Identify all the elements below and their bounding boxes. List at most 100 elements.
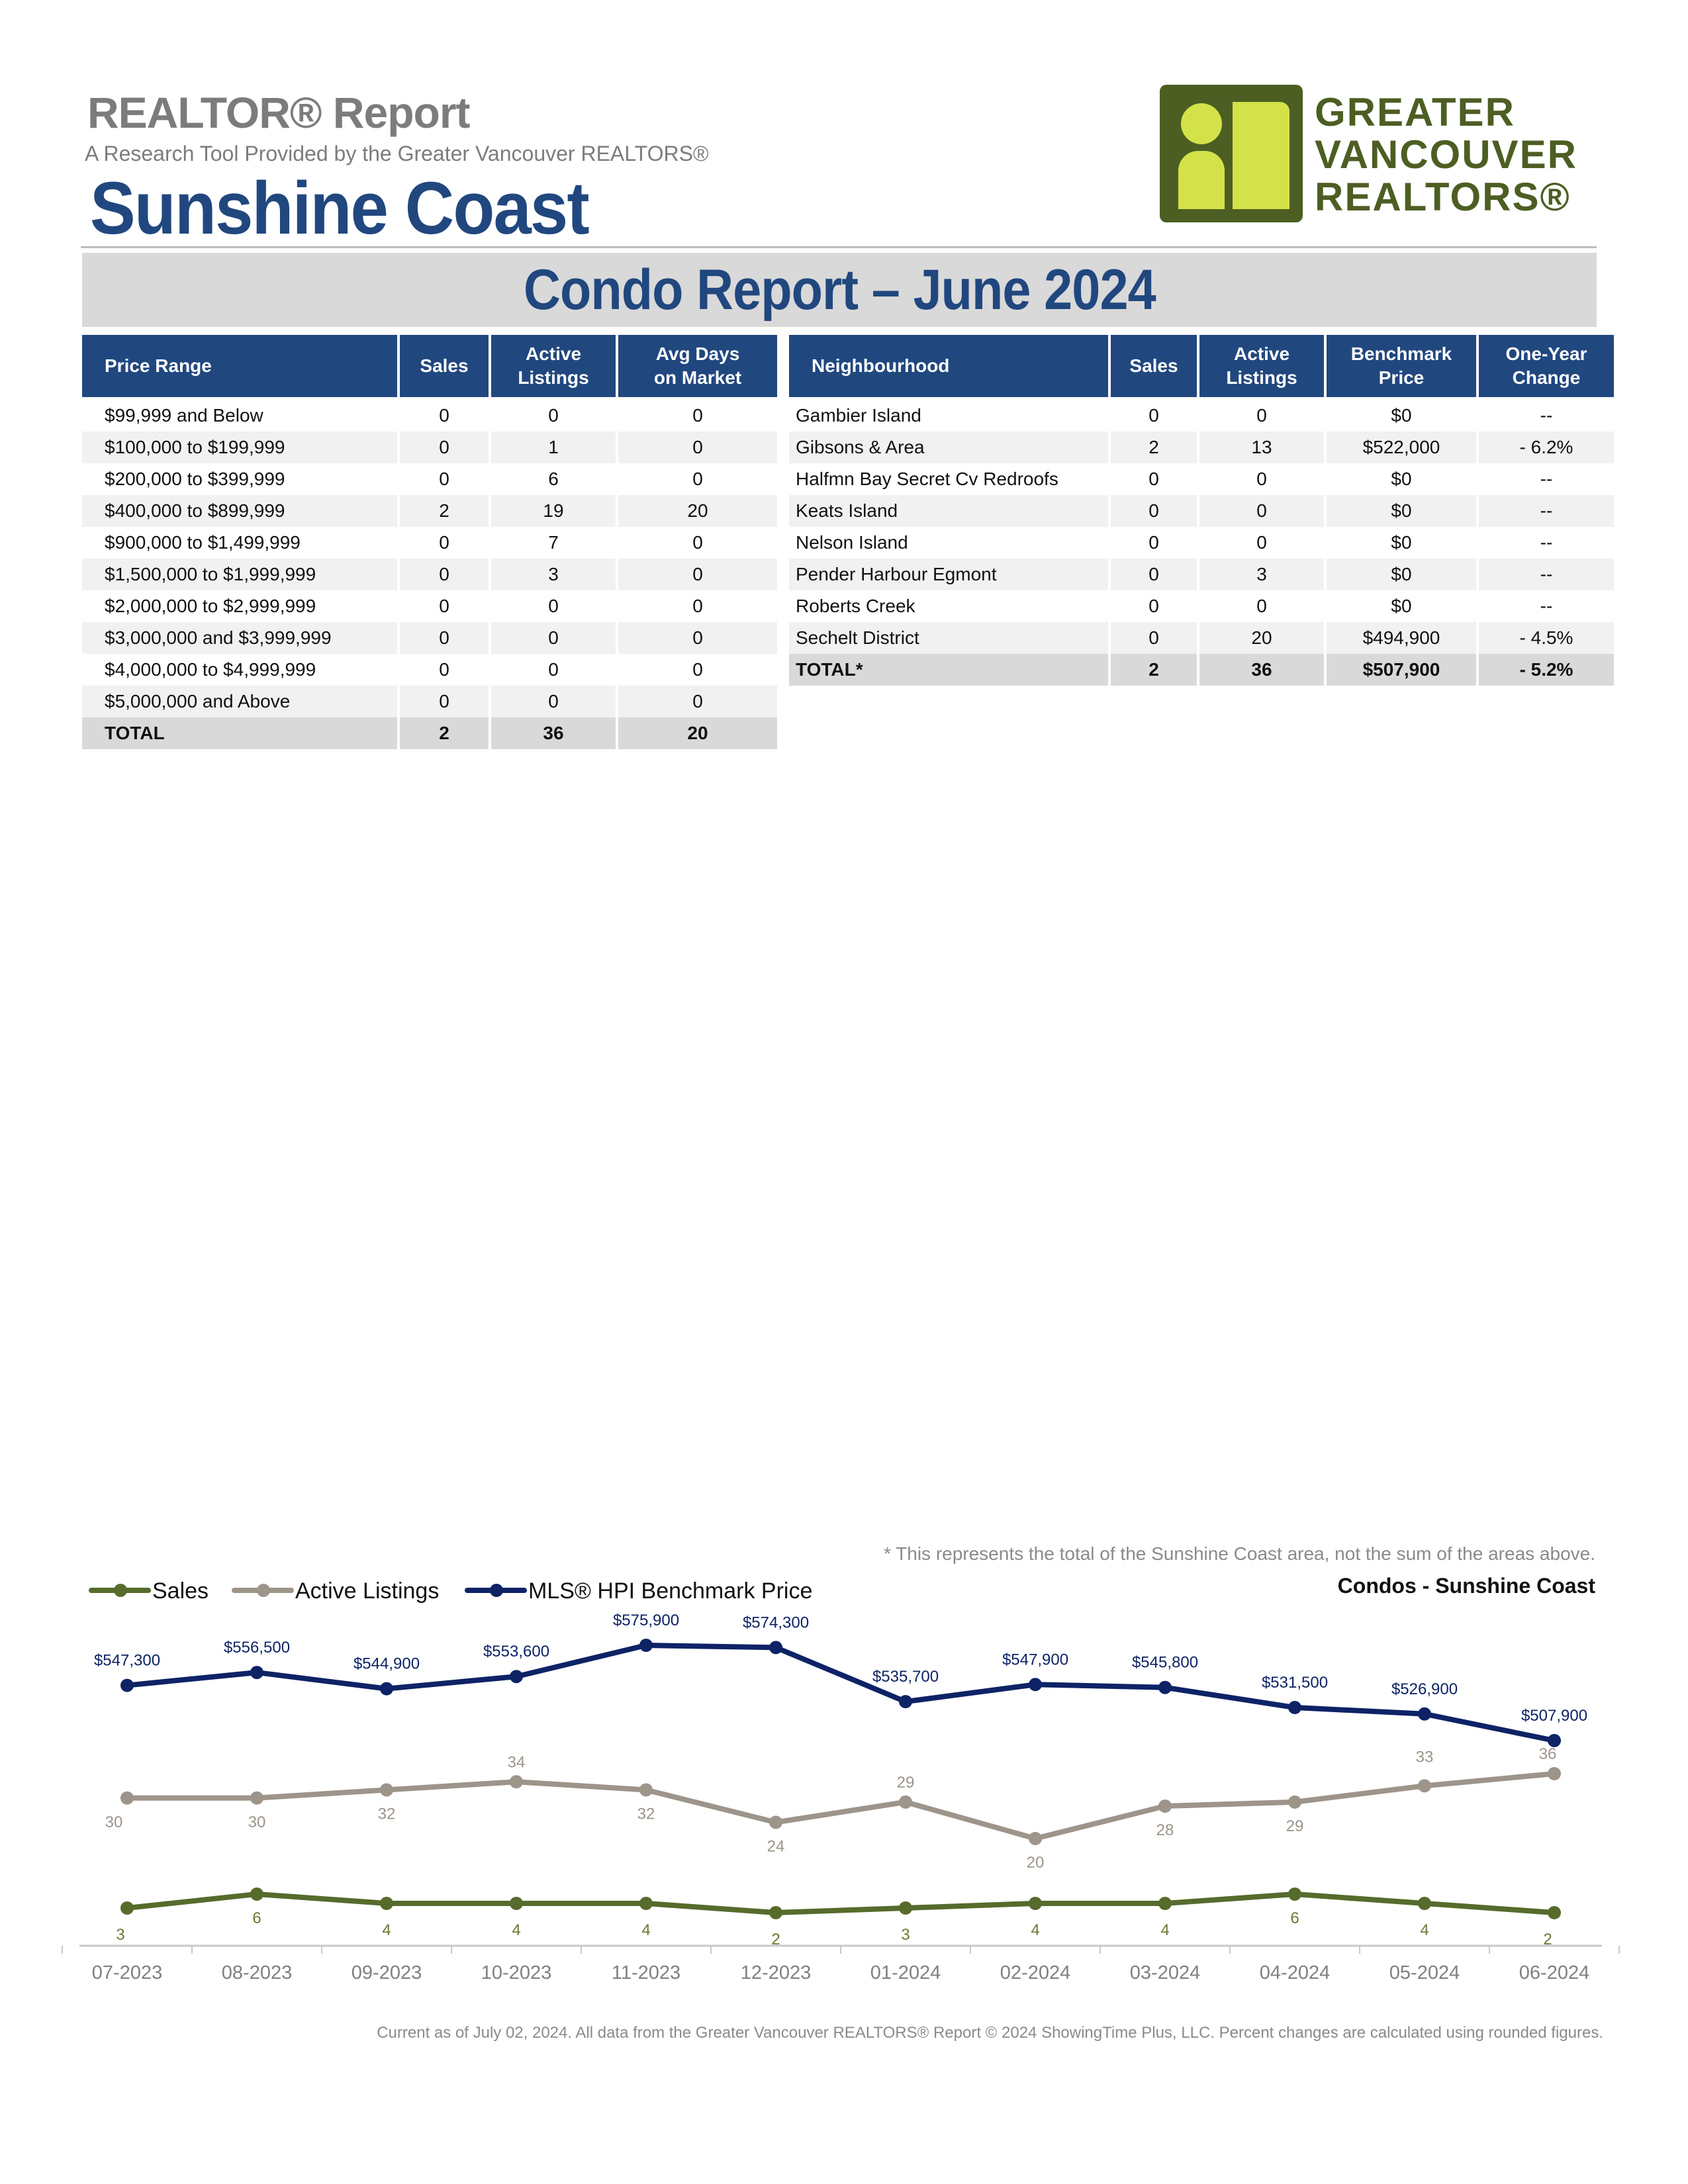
data-label: 6: [252, 1909, 261, 1927]
data-point: [1548, 1734, 1561, 1747]
x-tick-label: 12-2023: [741, 1962, 811, 1983]
nbhd-table-cell: --: [1540, 469, 1553, 489]
data-point: [510, 1670, 523, 1684]
table-row: $900,000 to $1,499,999 0 7 0: [82, 527, 777, 559]
data-label: 4: [1031, 1921, 1039, 1939]
x-tick-label: 07-2023: [92, 1962, 162, 1983]
price-table-cell: 1: [491, 432, 616, 463]
legend-label: MLS® HPI Benchmark Price: [528, 1578, 812, 1604]
nbhd-table-cell: 0: [1199, 495, 1324, 527]
logo-line: VANCOUVER: [1315, 132, 1577, 177]
data-label: 4: [1420, 1921, 1429, 1939]
price-range-table: Price Range Sales Active Listings Avg Days on…: [79, 335, 780, 749]
price-table-cell: 0: [692, 405, 703, 426]
nbhd-table-cell: Pender Harbour Egmont: [789, 559, 1108, 590]
table-row: Roberts Creek 0 0 $0 --: [789, 590, 1614, 622]
nbhd-table-cell: Gibsons & Area: [789, 432, 1108, 463]
data-point: [380, 1682, 393, 1696]
price-table-cell: 0: [491, 622, 616, 654]
nbhd-table-cell: $494,900: [1327, 622, 1476, 654]
nbhd-table-cell: 2: [1111, 654, 1197, 686]
data-label: 34: [508, 1753, 526, 1771]
data-point: [1548, 1767, 1561, 1780]
price-table-cell: $400,000 to $899,999: [82, 495, 397, 527]
nbhd-table-cell: $507,900: [1327, 654, 1476, 686]
data-point: [1029, 1897, 1042, 1910]
nbhd-table-header-cell: One-Year Change: [1479, 335, 1614, 397]
price-table-cell: 0: [548, 405, 559, 426]
data-point: [1418, 1707, 1431, 1721]
x-tick-label: 11-2023: [612, 1962, 680, 1983]
report-banner: Condo Report – June 2024: [82, 253, 1597, 327]
table-row: $5,000,000 and Above 0 0 0: [82, 686, 777, 717]
x-tick-label: 08-2023: [222, 1962, 292, 1983]
price-table-cell: $5,000,000 and Above: [82, 686, 397, 717]
data-label: 6: [1290, 1909, 1299, 1927]
nbhd-table-cell: Keats Island: [789, 495, 1108, 527]
data-label: 4: [512, 1921, 520, 1939]
data-label: 4: [1160, 1921, 1169, 1939]
data-point: [1288, 1701, 1301, 1715]
data-point: [899, 1795, 912, 1809]
price-table-cell: $100,000 to $199,999: [82, 432, 397, 463]
data-label: 2: [771, 1931, 780, 1948]
nbhd-table-cell: 0: [1111, 495, 1197, 527]
table-row: $400,000 to $899,999 2 19 20: [82, 495, 777, 527]
nbhd-table-cell: 0: [1256, 405, 1267, 426]
nbhd-table-cell: --: [1479, 495, 1614, 527]
table-row: Gambier Island 0 0 $0 --: [789, 400, 1614, 432]
data-label: 4: [382, 1921, 391, 1939]
data-point: [1288, 1888, 1301, 1901]
data-label: $544,900: [353, 1655, 420, 1673]
nbhd-table-cell: $0: [1327, 559, 1476, 590]
data-label: $556,500: [224, 1639, 290, 1657]
price-table-cell: 36: [491, 717, 616, 749]
nbhd-table-cell: $0: [1327, 495, 1476, 527]
series-line-0: [124, 1891, 1557, 1915]
data-label: 28: [1156, 1821, 1174, 1839]
table-row: $200,000 to $399,999 0 6 0: [82, 463, 777, 495]
data-label: $574,300: [743, 1614, 809, 1631]
nbhd-table-cell: 20: [1199, 622, 1324, 654]
nbhd-table-cell: 0: [1111, 622, 1197, 654]
nbhd-table-cell: 0: [1111, 559, 1197, 590]
table-row: Sechelt District 0 20 $494,900- 4.5%: [789, 622, 1614, 654]
price-table-cell: $1,500,000 to $1,999,999: [82, 559, 397, 590]
price-table-cell: 0: [400, 432, 489, 463]
data-label: 24: [767, 1838, 785, 1856]
nbhd-table-cell: $0: [1391, 405, 1412, 426]
data-label: 30: [248, 1813, 266, 1831]
table-row: $3,000,000 and $3,999,999 0 0 0: [82, 622, 777, 654]
price-table-cell: 0: [439, 596, 449, 616]
table-row: $99,999 and Below 0 0 0: [82, 400, 777, 432]
total-footnote: * This represents the total of the Sunsh…: [883, 1543, 1595, 1564]
data-label: $547,900: [1002, 1651, 1068, 1668]
data-point: [1029, 1678, 1042, 1692]
data-point: [380, 1897, 393, 1910]
nbhd-table-cell: - 4.5%: [1479, 622, 1614, 654]
data-point: [120, 1901, 134, 1915]
area-title: Sunshine Coast: [90, 167, 590, 250]
data-point: [1418, 1897, 1431, 1910]
data-label: 3: [901, 1926, 910, 1944]
price-table-cell: 0: [692, 659, 703, 680]
price-table-cell: 0: [439, 405, 449, 426]
report-title: REALTOR® Report: [87, 88, 471, 137]
nbhd-table-cell: TOTAL*: [789, 654, 1108, 686]
price-table-cell: 0: [548, 596, 559, 616]
data-label: 30: [105, 1813, 123, 1831]
nbhd-table-cell: Halfmn Bay Secret Cv Redroofs: [796, 469, 1058, 489]
data-point: [639, 1639, 653, 1652]
nbhd-table-cell: 13: [1199, 432, 1324, 463]
legend-label: Sales: [152, 1578, 209, 1604]
logo-line: REALTORS®: [1315, 175, 1571, 219]
price-table-cell: 0: [439, 532, 449, 553]
price-table-cell: 0: [692, 596, 703, 616]
data-point: [769, 1641, 782, 1655]
data-point: [1548, 1906, 1561, 1919]
series-line-2: [124, 1643, 1557, 1743]
nbhd-table-header-cell: Neighbourhood: [789, 335, 1108, 397]
x-tick-label: 01-2024: [870, 1962, 941, 1983]
data-point: [510, 1897, 523, 1910]
data-label: 29: [1286, 1817, 1304, 1835]
